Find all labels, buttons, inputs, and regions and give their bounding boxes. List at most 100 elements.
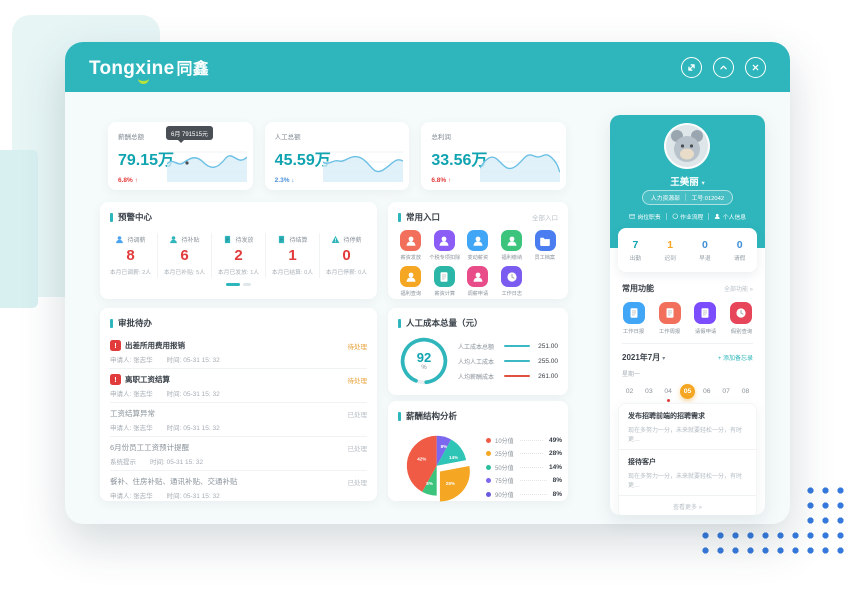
- function-weekly-report[interactable]: 工作周报: [658, 302, 681, 335]
- legend-line: [504, 375, 530, 377]
- user-name[interactable]: 王美丽 ▾: [670, 177, 705, 188]
- gauge-unit: %: [421, 365, 427, 371]
- calendar-day[interactable]: 02: [625, 388, 634, 395]
- approval-row[interactable]: ! 离职工资结算 待处理 申请人: 张志华 时间: 05-31 15: 32: [110, 369, 367, 403]
- calendar-day[interactable]: 03: [645, 388, 653, 395]
- clock-icon: [736, 307, 747, 319]
- legend-line: [504, 360, 530, 362]
- person-icon: [473, 236, 483, 246]
- approval-row[interactable]: 工资结算异常 已处理 申请人: 张志华 时间: 05-31 15: 32: [110, 403, 367, 437]
- warning-item[interactable]: 待调薪 8 本月已调薪: 2人: [104, 233, 158, 278]
- person-icon: [116, 236, 124, 244]
- person-icon: [473, 272, 483, 282]
- warning-count: 0: [342, 247, 351, 264]
- kpi-delta: 6.8% ↑: [118, 177, 138, 184]
- document-icon: [701, 308, 709, 318]
- folder-icon: [540, 237, 550, 246]
- expand-button[interactable]: [681, 56, 702, 78]
- status-badge: 已处理: [347, 445, 368, 453]
- notice-item[interactable]: 接待客户 现在多努力一分，未来就要轻松一分，有时更…: [619, 450, 756, 496]
- link-job-duties[interactable]: 岗位职责: [624, 212, 666, 221]
- svg-text:28%: 28%: [446, 481, 455, 486]
- function-leave-request[interactable]: 请假申请: [694, 302, 717, 335]
- warning-center-title: 预警中心: [118, 212, 153, 222]
- status-badge: 待处理: [347, 377, 368, 385]
- calendar-day[interactable]: 07: [722, 388, 730, 395]
- divider: [665, 213, 667, 220]
- stat-leave[interactable]: 0 请假: [733, 238, 746, 262]
- approval-row[interactable]: ! 出差所用费用报销 待处理 申请人: 张志华 时间: 05-31 15: 32: [110, 335, 367, 369]
- salary-structure-title: 薪酬结构分析: [406, 411, 458, 421]
- notices-card: 发布招聘前端的招聘需求 现在多努力一分，未来就要轻松一分，有时更… 接待客户 现…: [618, 403, 757, 515]
- calendar-day[interactable]: 08: [741, 388, 750, 395]
- add-memo-link[interactable]: + 添加备忘录: [717, 356, 753, 362]
- legend-row: 25分值 28%: [486, 449, 562, 458]
- entry-salary-change[interactable]: 变动薪资: [461, 230, 495, 261]
- warning-count: 6: [180, 247, 189, 264]
- all-entries-link[interactable]: 全部入口: [532, 215, 558, 222]
- collapse-button[interactable]: [713, 56, 734, 78]
- function-leave-type-query[interactable]: 假别查询: [730, 302, 753, 335]
- link-personal-info[interactable]: 个人信息: [709, 212, 751, 221]
- kpi-card-salary-total[interactable]: 薪酬总额 79.15万 6.8% ↑ 6月 791515元: [108, 122, 253, 190]
- entry-work-log[interactable]: 工作日志: [495, 266, 529, 297]
- svg-text:8%: 8%: [441, 444, 448, 449]
- approval-row[interactable]: 6月份员工工资预计提醒 已处理 系统提示 时间: 05-31 15: 32: [110, 437, 367, 471]
- person-icon: [406, 236, 416, 246]
- approval-row[interactable]: 餐补、住房补贴、通讯补贴、交通补贴 已处理 申请人: 张志华 时间: 05-31 …: [110, 477, 368, 500]
- entry-raise-request[interactable]: 调薪申请: [461, 266, 495, 297]
- stat-attendance[interactable]: 7 出勤: [629, 238, 642, 262]
- salary-structure-panel: 薪酬结构分析 42% 8% 14% 28% 8%: [388, 401, 568, 502]
- expand-icon: [688, 63, 695, 71]
- warning-center-panel: 预警中心 待调薪 8 本月已调薪: 2人 待补贴 6 本月已补贴: 5人 待发放…: [100, 202, 377, 299]
- legend-row: 90分值 8%: [486, 490, 562, 499]
- entry-employee-files[interactable]: 员工档案: [528, 230, 562, 261]
- kpi-card-labor-total[interactable]: 人工总额 45.59万 2.3% ↓: [264, 122, 410, 190]
- app-logo: Tongxine 同鑫: [89, 55, 209, 84]
- stat-late[interactable]: 1 迟到: [664, 238, 676, 262]
- profile-sidebar: 王美丽 ▾ 人力资源部 │ 工号:012042 岗位职责 作业流程: [610, 115, 765, 515]
- svg-text:8%: 8%: [426, 481, 433, 486]
- title-accent-bar: [398, 212, 401, 222]
- kpi-value: 79.15万: [118, 152, 175, 169]
- calendar-month[interactable]: 2021年7月: [622, 353, 661, 362]
- status-badge: 待处理: [347, 343, 368, 351]
- kpi-delta: 2.3% ↓: [274, 177, 295, 184]
- warning-subtext: 本月已发放: 1人: [217, 270, 260, 276]
- calendar-day-selected[interactable]: 05: [679, 384, 695, 399]
- function-daily-report[interactable]: 工作日报: [622, 302, 645, 335]
- clock-icon: [506, 271, 517, 282]
- warning-item[interactable]: 待停薪 0 本月已停薪: 0人: [320, 233, 373, 278]
- link-work-process[interactable]: 作业流程: [667, 212, 709, 221]
- title-accent-bar: [398, 318, 401, 328]
- warning-item[interactable]: 待结算 1 本月已结算: 0人: [266, 233, 320, 278]
- warning-item[interactable]: 待发放 2 本月已发放: 1人: [212, 233, 266, 278]
- person-icon: [170, 236, 178, 244]
- entry-salary-calc[interactable]: 薪资计算: [428, 266, 462, 297]
- close-button[interactable]: [745, 56, 766, 78]
- sparkline-chart: [166, 151, 247, 182]
- calendar-day[interactable]: 06: [703, 388, 711, 395]
- notice-item[interactable]: 发布招聘前端的招聘需求 现在多努力一分，未来就要轻松一分，有时更…: [619, 404, 756, 450]
- logo-smile-accent: [138, 78, 149, 84]
- entry-salary-payment[interactable]: 薪资发放: [394, 230, 428, 261]
- warning-item[interactable]: 待补贴 6 本月已补贴: 5人: [158, 233, 212, 278]
- divider: [708, 213, 710, 220]
- entry-tax-deduction[interactable]: 个税专项扣除: [428, 230, 462, 261]
- document-icon: [279, 235, 285, 244]
- kpi-card-profit-total[interactable]: 总利润 33.56万 6.8% ↑: [421, 122, 567, 190]
- avatar[interactable]: [664, 123, 710, 169]
- entry-welfare-payment[interactable]: 福利缴纳: [495, 230, 529, 261]
- all-functions-link[interactable]: 全部功能 »: [723, 287, 753, 293]
- title-accent-bar: [110, 318, 113, 328]
- entry-welfare-query[interactable]: 福利查询: [394, 266, 428, 297]
- status-badge: 已处理: [347, 479, 368, 487]
- chevron-down-icon: ▾: [701, 180, 705, 187]
- document-icon: [440, 271, 448, 282]
- carousel-indicator[interactable]: [100, 283, 377, 286]
- legend-row: 75分值 8%: [486, 476, 562, 485]
- calendar-day[interactable]: 04: [661, 384, 676, 402]
- stat-early-leave[interactable]: 0 早退: [699, 238, 711, 262]
- view-more-link[interactable]: 查看更多 »: [672, 505, 702, 511]
- legend-row: 人均薪酬成本 261.00: [458, 372, 558, 381]
